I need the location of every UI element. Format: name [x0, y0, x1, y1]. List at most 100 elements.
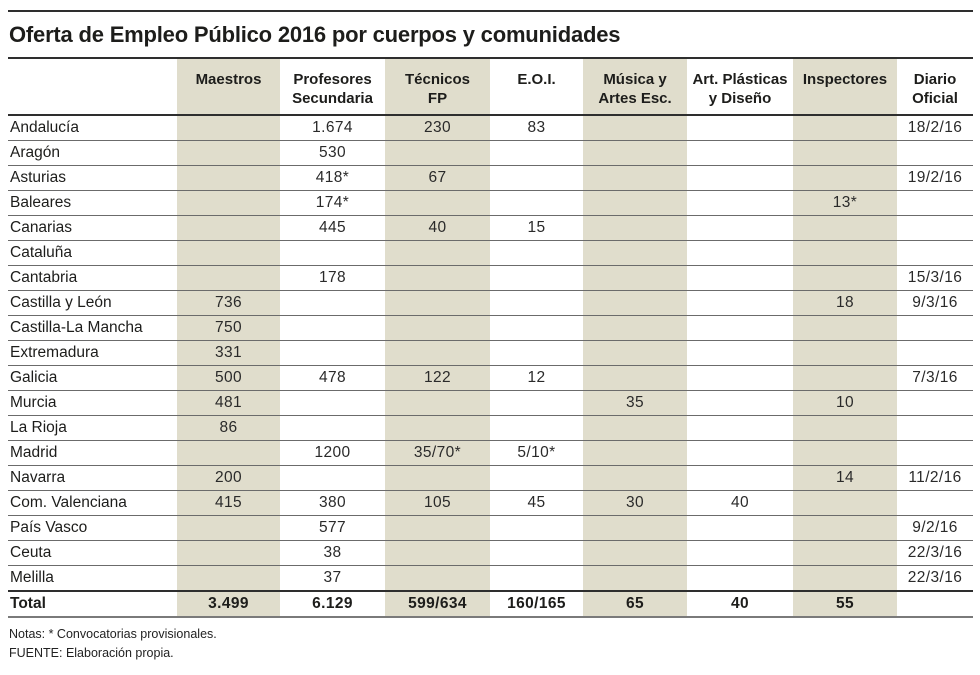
region-cell: Com. Valenciana	[8, 490, 177, 516]
value-cell	[490, 165, 583, 191]
value-cell	[385, 515, 490, 541]
value-cell	[793, 415, 897, 441]
table-row: Madrid 1200 35/70* 5/10*	[8, 440, 973, 466]
value-cell	[490, 140, 583, 166]
value-cell	[490, 315, 583, 341]
region-cell: Aragón	[8, 140, 177, 166]
value-cell	[793, 115, 897, 141]
region-cell: Andalucía	[8, 115, 177, 141]
value-cell: 577	[280, 515, 385, 541]
value-cell	[280, 415, 385, 441]
value-cell: 9/3/16	[897, 290, 973, 316]
value-cell	[687, 440, 793, 466]
value-cell	[897, 340, 973, 366]
value-cell	[897, 390, 973, 416]
value-cell: 55	[793, 590, 897, 618]
value-cell	[490, 240, 583, 266]
value-cell	[385, 190, 490, 216]
value-cell	[793, 265, 897, 291]
source-line: FUENTE: Elaboración propia.	[9, 646, 174, 660]
table-row: Murcia 481 35 10	[8, 390, 973, 416]
value-cell	[177, 515, 280, 541]
value-cell	[177, 115, 280, 141]
header-art-plasticas: Art. Plásticas y Diseño	[687, 59, 793, 116]
value-cell	[687, 165, 793, 191]
table-row: Castilla y León 736 18 9/3/16	[8, 290, 973, 316]
value-cell: 40	[687, 590, 793, 618]
value-cell	[793, 215, 897, 241]
value-cell	[583, 340, 687, 366]
infographic-page: Oferta de Empleo Público 2016 por cuerpo…	[0, 10, 980, 675]
value-cell	[687, 190, 793, 216]
value-cell: 65	[583, 590, 687, 618]
value-cell	[583, 515, 687, 541]
value-cell: 7/3/16	[897, 365, 973, 391]
value-cell: 83	[490, 115, 583, 141]
value-cell	[583, 265, 687, 291]
value-cell	[280, 390, 385, 416]
value-cell: 599/634	[385, 590, 490, 618]
value-cell: 9/2/16	[897, 515, 973, 541]
value-cell: 750	[177, 315, 280, 341]
value-cell	[490, 465, 583, 491]
value-cell	[583, 215, 687, 241]
value-cell: 22/3/16	[897, 565, 973, 592]
value-cell	[583, 290, 687, 316]
value-cell	[793, 140, 897, 166]
table-row: Navarra 200 14 11/2/16	[8, 465, 973, 491]
value-cell	[177, 215, 280, 241]
value-cell: 445	[280, 215, 385, 241]
value-cell	[385, 340, 490, 366]
value-cell: 160/165	[490, 590, 583, 618]
table-row: Asturias 418* 67 19/2/16	[8, 165, 973, 191]
value-cell	[490, 415, 583, 441]
value-cell	[793, 365, 897, 391]
total-row: Total 3.499 6.129 599/634 160/165 65 40 55	[8, 590, 973, 618]
value-cell: 1200	[280, 440, 385, 466]
table-row: Canarias 445 40 15	[8, 215, 973, 241]
value-cell	[385, 240, 490, 266]
value-cell	[793, 440, 897, 466]
value-cell	[583, 415, 687, 441]
table-row: Extremadura 331	[8, 340, 973, 366]
value-cell: 178	[280, 265, 385, 291]
value-cell	[280, 240, 385, 266]
table-row: Melilla 37 22/3/16	[8, 565, 973, 592]
value-cell: 174*	[280, 190, 385, 216]
header-profesores-secundaria: Profesores Secundaria	[280, 59, 385, 116]
value-cell: 38	[280, 540, 385, 566]
value-cell	[687, 540, 793, 566]
value-cell	[177, 540, 280, 566]
value-cell	[385, 390, 490, 416]
value-cell: 18/2/16	[897, 115, 973, 141]
value-cell: 500	[177, 365, 280, 391]
value-cell: 37	[280, 565, 385, 592]
value-cell	[687, 140, 793, 166]
value-cell	[177, 265, 280, 291]
value-cell: 11/2/16	[897, 465, 973, 491]
value-cell	[385, 415, 490, 441]
value-cell	[897, 415, 973, 441]
table-row: La Rioja 86	[8, 415, 973, 441]
value-cell	[490, 540, 583, 566]
value-cell: 86	[177, 415, 280, 441]
value-cell	[177, 140, 280, 166]
table-row: Cataluña	[8, 240, 973, 266]
value-cell	[897, 140, 973, 166]
value-cell	[687, 265, 793, 291]
value-cell: 478	[280, 365, 385, 391]
value-cell	[687, 365, 793, 391]
table-body: Andalucía 1.674 230 83 18/2/16 Aragón 530 Astur…	[8, 115, 973, 618]
value-cell: 18	[793, 290, 897, 316]
value-cell	[280, 290, 385, 316]
value-cell	[687, 565, 793, 592]
value-cell	[385, 540, 490, 566]
value-cell	[280, 340, 385, 366]
value-cell: 40	[385, 215, 490, 241]
value-cell	[583, 165, 687, 191]
value-cell	[385, 290, 490, 316]
value-cell	[177, 190, 280, 216]
region-cell: Baleares	[8, 190, 177, 216]
region-cell: Castilla y León	[8, 290, 177, 316]
value-cell	[490, 390, 583, 416]
